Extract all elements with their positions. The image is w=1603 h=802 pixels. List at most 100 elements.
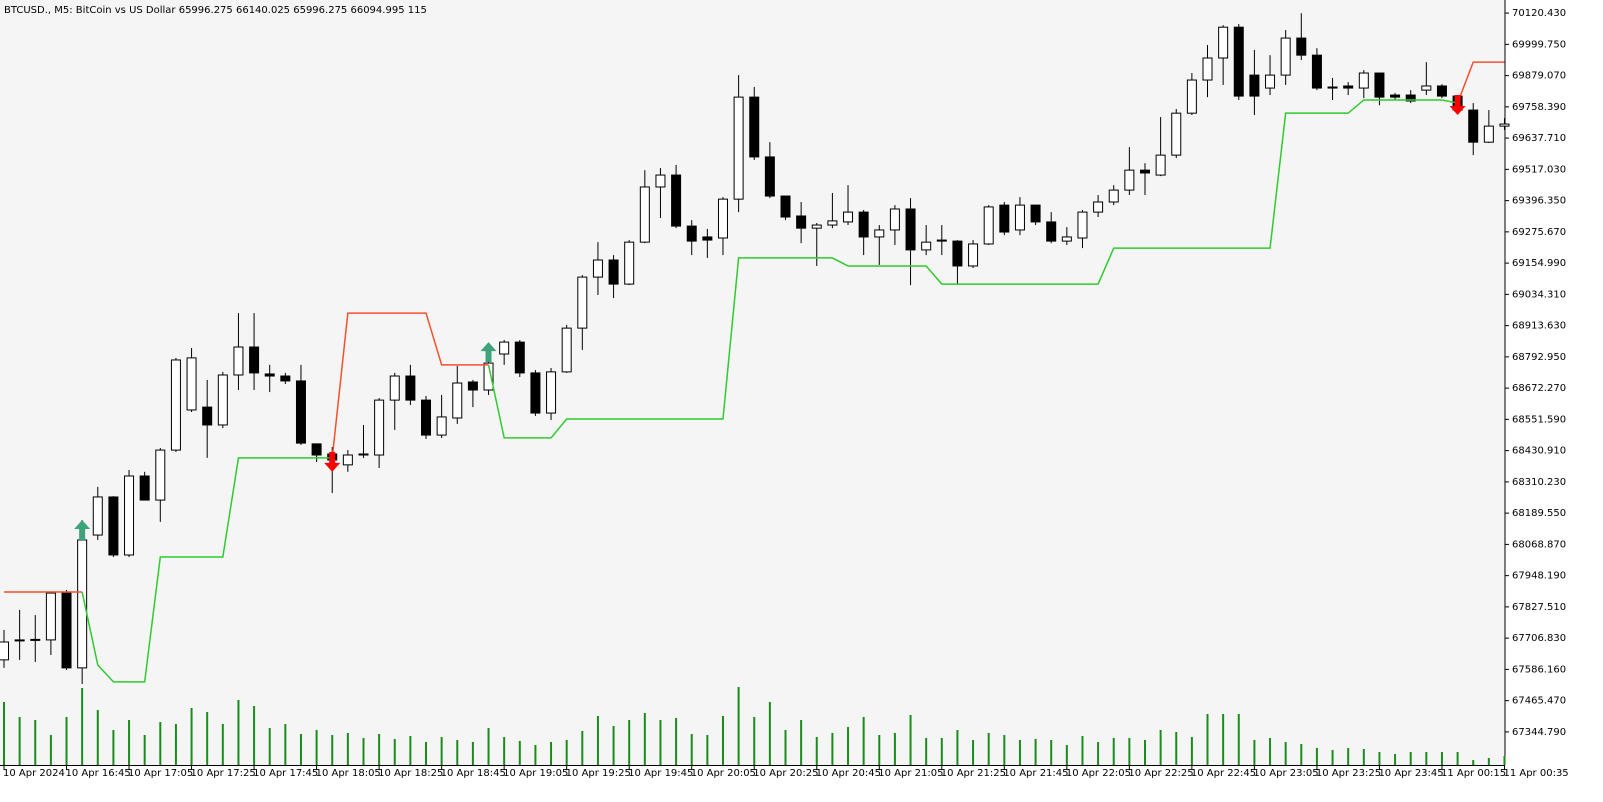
y-tick-label: 67586.160	[1512, 664, 1566, 675]
candle-body	[1108, 189, 1119, 203]
candle-body	[0, 641, 9, 661]
candle-body	[1311, 54, 1322, 89]
candle-body	[1280, 37, 1291, 76]
candle-body	[311, 443, 322, 456]
candle-body	[811, 224, 822, 229]
candle-body	[170, 359, 181, 451]
candle-body	[249, 346, 260, 374]
x-tick-label: 10 Apr 20:45	[816, 768, 881, 779]
candle-body	[1233, 26, 1244, 97]
candle-body	[1499, 123, 1510, 127]
y-tick-label: 67706.830	[1512, 633, 1566, 644]
x-tick-label: 10 Apr 18:45	[441, 768, 506, 779]
candle-body	[1046, 221, 1057, 242]
y-tick-label: 68551.590	[1512, 414, 1566, 425]
candle-body	[1296, 37, 1307, 56]
y-tick-label: 67827.510	[1512, 602, 1566, 613]
x-tick-label: 10 Apr 23:25	[1316, 768, 1381, 779]
candle-body	[843, 211, 854, 223]
x-tick-label: 10 Apr 22:25	[1128, 768, 1193, 779]
candle-body	[936, 239, 947, 242]
candle-body	[405, 375, 416, 401]
y-tick-label: 69999.750	[1512, 39, 1566, 50]
candle-body	[889, 208, 900, 231]
candle-body	[436, 416, 447, 436]
indicator-line	[1456, 61, 1505, 104]
candle-body	[155, 449, 166, 501]
x-tick-label: 10 Apr 19:45	[628, 768, 693, 779]
candle-body	[483, 362, 494, 391]
candle-body	[968, 243, 979, 267]
y-tick-label: 67465.470	[1512, 696, 1566, 707]
candle-body	[1014, 204, 1025, 231]
y-tick-label: 69758.390	[1512, 102, 1566, 113]
y-tick-label: 69879.070	[1512, 71, 1566, 82]
y-tick-label: 69637.710	[1512, 133, 1566, 144]
candle-body	[1327, 86, 1338, 89]
candle-body	[1265, 74, 1276, 89]
candle-body	[921, 241, 932, 251]
candle-body	[1358, 72, 1369, 89]
candle-body	[733, 96, 744, 200]
candle-body	[1483, 125, 1494, 143]
candle-body	[1218, 26, 1229, 59]
candle-body	[374, 399, 385, 456]
candle-body	[1405, 94, 1416, 102]
y-tick-label: 69517.030	[1512, 164, 1566, 175]
candle-body	[1468, 109, 1479, 143]
candle-body	[389, 375, 400, 401]
y-tick-label: 68792.950	[1512, 352, 1566, 363]
candle-body	[280, 375, 291, 382]
candle-body	[1421, 85, 1432, 91]
candle-body	[905, 208, 916, 251]
x-tick-label: 10 Apr 23:05	[1253, 768, 1318, 779]
x-tick-label: 10 Apr 21:05	[878, 768, 943, 779]
y-tick-label: 69396.350	[1512, 196, 1566, 207]
y-tick-label: 69154.990	[1512, 258, 1566, 269]
candle-body	[592, 259, 603, 278]
signal-arrow	[1449, 94, 1466, 115]
signal-arrow	[74, 520, 91, 541]
candle-body	[655, 174, 666, 188]
x-tick-label: 11 Apr 00:35	[1503, 768, 1568, 779]
candle-body	[14, 639, 25, 642]
x-tick-label: 10 Apr 2024	[3, 768, 65, 779]
candle-body	[499, 341, 510, 355]
candle-body	[1030, 204, 1041, 223]
candle-body	[1155, 154, 1166, 176]
candle-body	[796, 215, 807, 229]
candle-body	[874, 229, 885, 238]
candle-body	[342, 454, 353, 466]
candle-body	[1093, 201, 1104, 213]
candle-body	[1202, 57, 1213, 81]
candle-body	[764, 156, 775, 197]
indicator-line	[331, 312, 489, 458]
candle-body	[358, 453, 369, 456]
x-tick-label: 10 Apr 21:45	[1003, 768, 1068, 779]
candle-body	[546, 371, 557, 414]
candle-body	[1390, 94, 1401, 98]
candle-body	[702, 236, 713, 241]
candle-body	[514, 341, 525, 374]
y-tick-label: 68913.630	[1512, 321, 1566, 332]
candle-body	[217, 374, 228, 426]
y-tick-label: 69034.310	[1512, 289, 1566, 300]
candle-body	[952, 240, 963, 267]
candle-body	[421, 399, 432, 436]
x-tick-label: 10 Apr 19:25	[566, 768, 631, 779]
y-tick-label: 68310.230	[1512, 477, 1566, 488]
candle-body	[1139, 169, 1150, 174]
y-tick-label: 68430.910	[1512, 446, 1566, 457]
candle-body	[780, 195, 791, 218]
candle-body	[295, 380, 306, 444]
candle-body	[858, 211, 869, 238]
candle-body	[92, 496, 103, 536]
candle-body	[61, 592, 72, 669]
candle-body	[749, 96, 760, 158]
indicator-line	[487, 99, 1458, 439]
candle-body	[530, 372, 541, 414]
candle-body	[124, 475, 135, 556]
candle-body	[1436, 85, 1447, 97]
candle-body	[827, 220, 838, 226]
candle-body	[1374, 72, 1385, 98]
